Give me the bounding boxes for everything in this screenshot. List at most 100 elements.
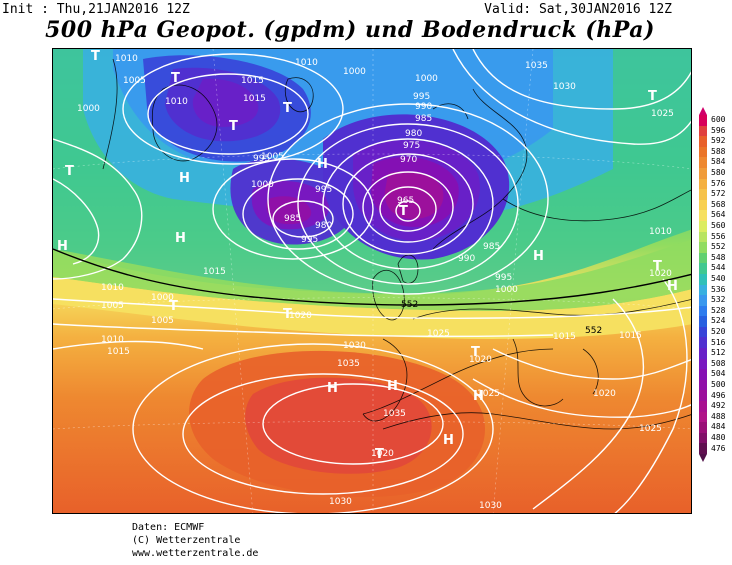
copyright: (C) Wetterzentrale [132, 535, 241, 546]
legend-label: 580 [711, 168, 726, 177]
isobar-label: 1025 [477, 389, 500, 399]
legend-bar [699, 115, 707, 454]
credits: Daten: ECMWF (C) Wetterzentrale www.wett… [132, 521, 258, 560]
legend-swatch [699, 348, 707, 359]
legend-label: 560 [711, 221, 726, 230]
isobar-label: 1025 [651, 109, 674, 119]
legend-swatch [699, 125, 707, 137]
low-pressure-symbol: T [169, 299, 178, 314]
isobar-label: 985 [415, 114, 433, 124]
map-title: 500 hPa Geopot. (gpdm) und Bodendruck (h… [45, 17, 655, 43]
isobar-label: 1015 [203, 267, 226, 277]
legend-swatch [699, 443, 707, 454]
low-pressure-symbol: T [229, 119, 238, 134]
isobar-label: 1005 [261, 152, 284, 162]
legend-swatch [699, 284, 707, 296]
valid-time: Valid: Sat,30JAN2016 12Z [484, 2, 672, 17]
legend-label: 568 [711, 199, 726, 209]
isobar-label: 1010 [101, 283, 124, 293]
legend-label: 552 [711, 242, 726, 252]
high-pressure-symbol: H [327, 381, 338, 396]
low-pressure-symbol: T [375, 447, 384, 462]
legend-label: 520 [711, 327, 726, 336]
legend-label: 556 [711, 231, 726, 241]
legend-label: 512 [711, 348, 726, 358]
legend-label: 524 [711, 316, 726, 326]
isobar-label: 1020 [469, 355, 492, 365]
isobar-labels: 1010 1015 1000 1005 1010 1015 1010 995 1… [53, 49, 691, 513]
isobar-label: 1015 [241, 76, 264, 86]
isobar-label: 1035 [525, 61, 548, 71]
isobar-label: 975 [403, 141, 421, 151]
isobar-label: 1000 [343, 67, 366, 77]
legend-swatch [699, 178, 707, 190]
isobar-label: 1030 [553, 82, 576, 92]
legend-swatch [699, 252, 707, 264]
legend-swatch [699, 326, 707, 338]
isobar-label: 1015 [553, 332, 576, 342]
legend-label: 600 [711, 115, 726, 124]
legend-swatch [699, 157, 707, 168]
isobar-label: 1020 [649, 269, 672, 279]
low-pressure-symbol: T [471, 345, 480, 360]
isobar-label: 1000 [77, 104, 100, 114]
legend-label: 592 [711, 136, 726, 146]
isobar-label: 1020 [593, 389, 616, 399]
pressure-systems: T T T T T T T H H H H T T T T H H H T H … [53, 49, 691, 513]
color-scale-legend: 600 596 592 588 584 580 576 572 568 564 560 556 552 5… [699, 107, 732, 463]
high-pressure-symbol: H [473, 389, 484, 404]
legend-label: 576 [711, 178, 726, 188]
band-label: 552 [401, 300, 419, 310]
low-pressure-symbol: T [171, 71, 180, 86]
isobar-label: 1020 [289, 311, 312, 321]
init-time: Init : Thu,21JAN2016 12Z [2, 2, 190, 17]
high-pressure-symbol: H [443, 433, 454, 448]
legend-swatch [699, 231, 707, 243]
low-pressure-symbol: T [91, 49, 100, 64]
legend-label: 588 [711, 146, 726, 156]
legend-swatch [699, 295, 707, 306]
legend-swatch [699, 390, 707, 402]
isobar-label: 990 [458, 254, 476, 264]
isobar-label: 1015 [619, 331, 642, 341]
high-pressure-symbol: H [317, 157, 328, 172]
low-pressure-symbol: T [283, 101, 292, 116]
isobar-label: 1010 [649, 227, 672, 237]
legend-top-arrow [699, 107, 707, 115]
band-label: 552 [585, 326, 603, 336]
legend-label: 500 [711, 380, 726, 389]
isobar-label: 995 [253, 154, 271, 164]
legend-label: 484 [711, 422, 726, 432]
isobar-label: 1010 [101, 335, 124, 345]
isobar-label: 1035 [337, 359, 360, 369]
legend-label: 544 [711, 263, 726, 273]
legend-label: 488 [711, 411, 726, 421]
isobar-label: 980 [315, 221, 333, 231]
isobar-label: 965 [397, 196, 415, 206]
legend-swatch [699, 401, 707, 412]
isobar-label: 985 [284, 214, 302, 224]
isobar-label: 1010 [295, 58, 318, 68]
isobar-label: 1005 [151, 316, 174, 326]
weather-map: 1010 1015 1000 1005 1010 1015 1010 995 1… [52, 48, 692, 514]
legend-label: 504 [711, 369, 726, 379]
legend-swatch [699, 422, 707, 433]
legend-swatch [699, 358, 707, 370]
legend-swatch [699, 220, 707, 232]
high-pressure-symbol: H [667, 279, 678, 294]
legend-swatch [699, 369, 707, 380]
isobar-label: 1000 [251, 180, 274, 190]
high-pressure-symbol: H [175, 231, 186, 246]
legend-swatch [699, 411, 707, 423]
legend-label: 492 [711, 401, 726, 411]
isobar-label: 980 [405, 129, 423, 139]
isobar-label: 990 [415, 102, 433, 112]
legend-label: 596 [711, 125, 726, 135]
legend-bottom-arrow [699, 454, 707, 463]
isobar-label: 995 [495, 273, 513, 283]
website-link[interactable]: www.wetterzentrale.de [132, 548, 259, 559]
high-pressure-symbol: H [533, 249, 544, 264]
legend-swatch [699, 115, 707, 126]
isobar-label: 1010 [115, 54, 138, 64]
high-pressure-symbol: H [179, 171, 190, 186]
